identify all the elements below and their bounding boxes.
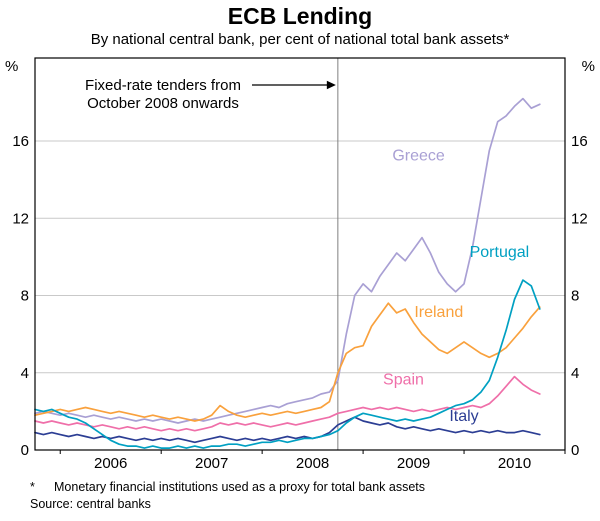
y-tick-right-4: 4 — [571, 365, 579, 382]
footnote-row: * Monetary financial institutions used a… — [30, 479, 600, 496]
x-year-label-2007: 2007 — [195, 455, 228, 472]
chart-page: ECB Lending By national central bank, pe… — [0, 3, 600, 513]
chart-subtitle: By national central bank, per cent of na… — [90, 31, 510, 48]
footnotes: * Monetary financial institutions used a… — [0, 479, 600, 513]
footnote-marker: * — [30, 480, 35, 494]
series-label-ireland: Ireland — [414, 304, 463, 321]
series-label-spain: Spain — [383, 371, 424, 388]
x-year-label-2009: 2009 — [397, 455, 430, 472]
x-year-label-2010: 2010 — [498, 455, 531, 472]
series-line-greece — [34, 97, 541, 424]
series-label-greece: Greece — [392, 147, 445, 164]
y-tick-left-12: 12 — [12, 210, 29, 227]
source-text: Source: central banks — [30, 497, 151, 511]
y-tick-right-12: 12 — [571, 210, 588, 227]
series-line-ireland — [34, 302, 541, 422]
annotation-arrow-head-icon — [326, 80, 336, 90]
unit-label-left: % — [5, 58, 18, 75]
series-label-portugal: Portugal — [470, 244, 530, 261]
y-tick-left-4: 4 — [21, 365, 29, 382]
plot-border — [34, 57, 566, 451]
series-line-italy — [34, 416, 541, 444]
x-year-label-2008: 2008 — [296, 455, 329, 472]
y-tick-left-0: 0 — [21, 442, 29, 459]
y-tick-right-8: 8 — [571, 288, 579, 305]
unit-label-right: % — [582, 58, 595, 75]
y-tick-left-8: 8 — [21, 288, 29, 305]
y-tick-left-16: 16 — [12, 133, 29, 150]
series-line-portugal — [34, 279, 541, 449]
series-line-spain — [34, 375, 541, 432]
footnote-text: Monetary financial institutions used as … — [54, 480, 426, 494]
chart-title: ECB Lending — [227, 3, 373, 29]
y-tick-right-16: 16 — [571, 133, 588, 150]
x-year-label-2006: 2006 — [94, 455, 127, 472]
annotation-line-1: Fixed-rate tenders from — [85, 77, 241, 94]
y-tick-right-0: 0 — [571, 442, 579, 459]
series-label-italy: Italy — [449, 408, 478, 425]
annotation-line-2: October 2008 onwards — [87, 95, 239, 112]
